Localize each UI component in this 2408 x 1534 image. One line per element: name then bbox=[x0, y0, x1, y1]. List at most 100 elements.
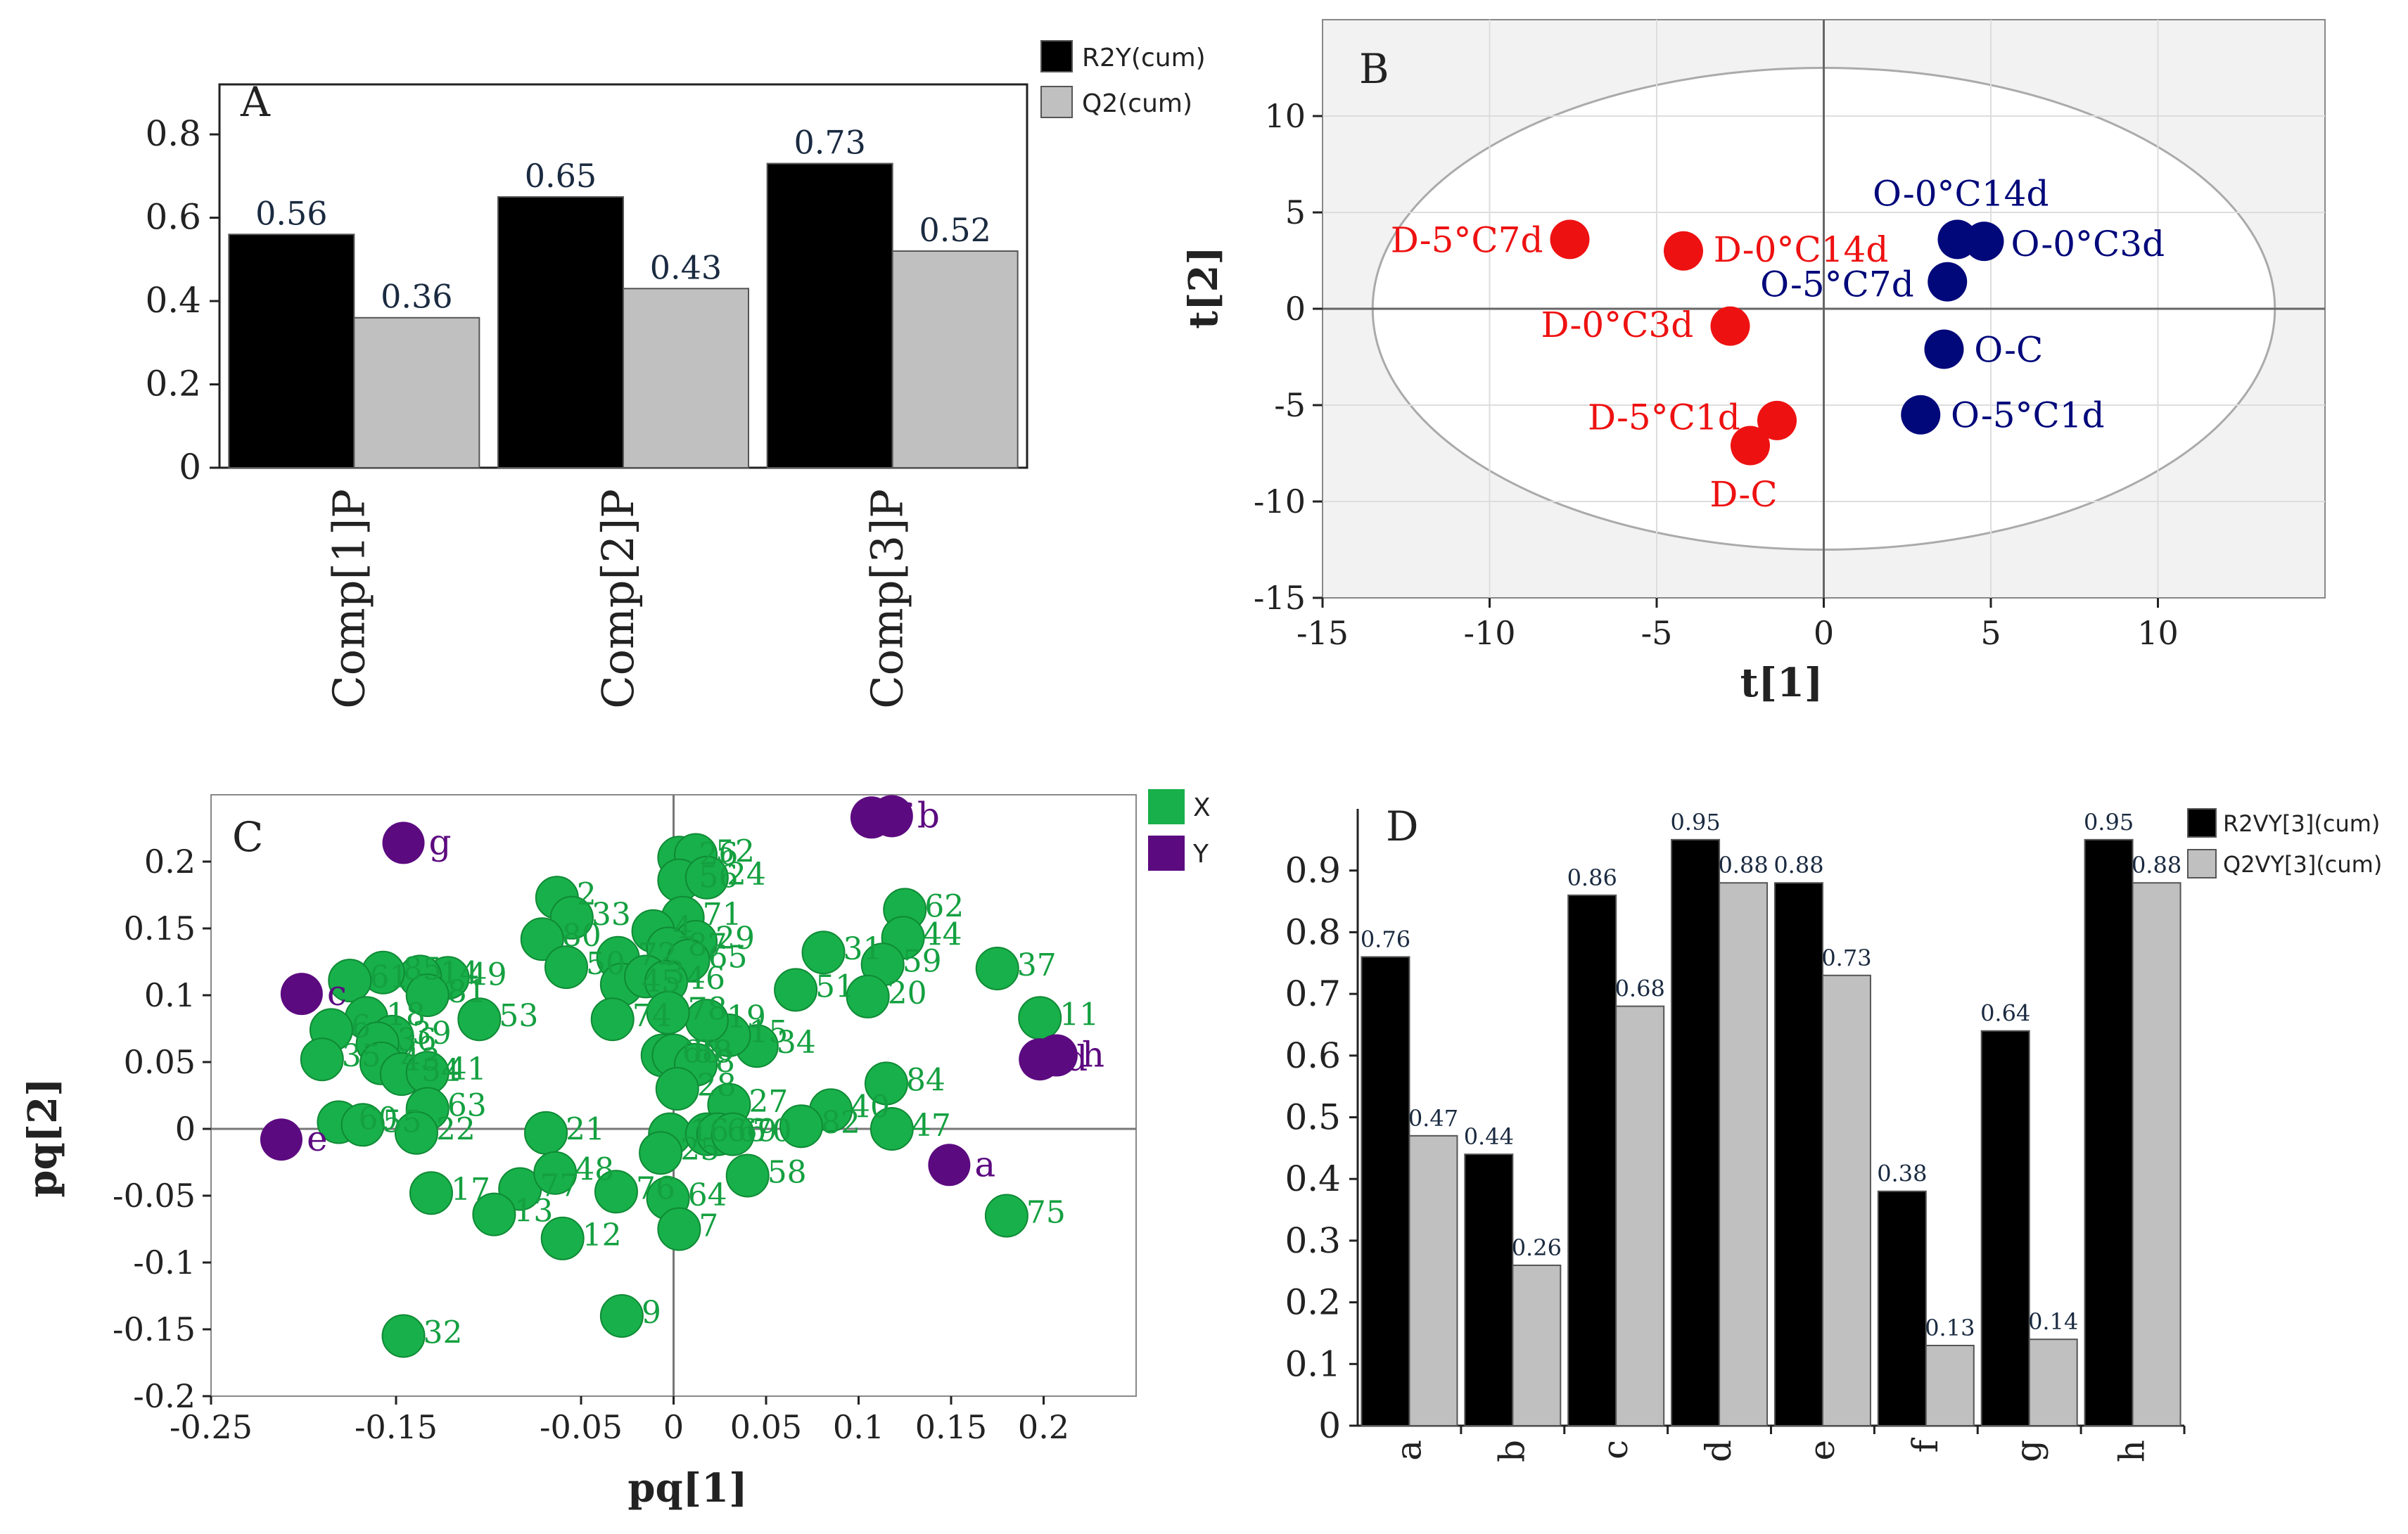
legend-swatch bbox=[2187, 808, 2217, 838]
bar-value-label: 0.26 bbox=[1512, 1234, 1562, 1261]
loading-point-label: 20 bbox=[888, 976, 927, 1011]
y-tick-label: -0.15 bbox=[113, 1310, 196, 1348]
loading-point-label: 62 bbox=[924, 888, 964, 924]
x-axis-label: pq[1] bbox=[628, 1465, 747, 1511]
x-tick-label: 0.05 bbox=[730, 1408, 802, 1446]
loading-point-x-58 bbox=[725, 1153, 770, 1198]
bar-q2-cum-3 bbox=[891, 250, 1019, 468]
bar-value-label: 0.13 bbox=[1925, 1315, 1975, 1341]
y-tick-label: 0.15 bbox=[124, 909, 196, 947]
x-tick-label: d bbox=[1698, 1440, 1739, 1462]
y-tick-label: 5 bbox=[1285, 193, 1306, 231]
legend-label: Y bbox=[1192, 840, 1209, 869]
loading-point-x-13 bbox=[472, 1192, 516, 1236]
score-point-label: D-0°C14d bbox=[1714, 229, 1889, 270]
loading-point-label: 61 bbox=[369, 959, 409, 995]
response-point-h bbox=[1035, 1034, 1078, 1077]
loading-point-label: 52 bbox=[715, 834, 755, 870]
loading-point-label: 28 bbox=[697, 1068, 737, 1104]
loading-point-label: 36 bbox=[397, 1022, 437, 1058]
panel-label: A bbox=[240, 78, 271, 126]
loading-point-label: 46 bbox=[686, 961, 725, 997]
loading-point-x-76 bbox=[594, 1170, 638, 1214]
x-tick-label: f bbox=[1905, 1438, 1946, 1453]
score-point-o-5-c7d bbox=[1928, 262, 1968, 302]
loading-point-label: 6 bbox=[351, 1009, 371, 1044]
bar-q2vy-3-cum-c bbox=[1615, 1005, 1665, 1426]
loading-point-label: 15 bbox=[748, 1014, 788, 1050]
loading-point-label: 3 bbox=[665, 955, 685, 991]
panel-label: C bbox=[232, 813, 263, 861]
loading-point-label: 56 bbox=[699, 859, 738, 895]
score-point-label: O-0°C14d bbox=[1873, 174, 2049, 215]
panel-a: 0 0.2 0.4 0.6 0.8 0.56 0.36 Comp[1]P 0.65 0.43 Com… bbox=[145, 40, 1206, 709]
score-point-o-5-c1d bbox=[1901, 395, 1941, 435]
y-tick-label: 0.3 bbox=[1285, 1220, 1341, 1261]
panel-label: B bbox=[1359, 45, 1389, 93]
legend-swatch bbox=[1040, 86, 1073, 118]
loading-point-label: 4 bbox=[673, 910, 693, 946]
loading-point-label: 17 bbox=[451, 1172, 490, 1208]
bar-r2vy-3-cum-c bbox=[1567, 894, 1617, 1426]
score-point-label: D-5°C1d bbox=[1588, 397, 1740, 437]
score-point-d-5-c1d bbox=[1757, 400, 1797, 440]
loading-point-label: 77 bbox=[540, 1168, 579, 1204]
loading-point-label: 37 bbox=[1017, 947, 1057, 983]
loading-point-label: 34 bbox=[777, 1025, 816, 1061]
bar-value-label: 0.73 bbox=[794, 124, 865, 162]
bar-r2vy-3-cum-g bbox=[1980, 1030, 2030, 1426]
loading-point-label: 58 bbox=[767, 1155, 807, 1191]
loading-point-label: 60 bbox=[358, 1101, 397, 1137]
loading-point-x-53 bbox=[457, 997, 502, 1042]
bar-q2vy-3-cum-e bbox=[1821, 974, 1871, 1427]
y-axis-label: t[2] bbox=[1180, 246, 1227, 329]
loading-point-label: 11 bbox=[1059, 997, 1099, 1033]
response-point-b bbox=[870, 795, 913, 838]
score-point-label: O-5°C7d bbox=[1760, 264, 1914, 305]
bar-value-label: 0.86 bbox=[1567, 864, 1617, 891]
loading-point-x-55 bbox=[340, 1103, 385, 1147]
x-tick-label: -0.25 bbox=[170, 1408, 253, 1446]
y-tick-label: 0.1 bbox=[144, 976, 196, 1014]
x-tick-label: -5 bbox=[1641, 614, 1673, 652]
bar-r2y-cum-2 bbox=[497, 196, 624, 468]
legend-swatch bbox=[1148, 789, 1185, 824]
score-point-d-0-c3d bbox=[1710, 306, 1750, 346]
loading-point-label: 68 bbox=[682, 1035, 722, 1070]
y-tick-label: 0.2 bbox=[1285, 1282, 1341, 1323]
loading-point-label: 25 bbox=[680, 1132, 720, 1168]
loading-point-label: 69 bbox=[738, 1113, 777, 1149]
loading-point-x-61 bbox=[328, 959, 372, 1003]
loading-point-x-9 bbox=[599, 1294, 644, 1338]
bar-value-label: 0.88 bbox=[1718, 852, 1768, 878]
loading-point-label: 64 bbox=[688, 1177, 727, 1213]
y-tick-label: -5 bbox=[1274, 386, 1306, 424]
loading-point-x-50 bbox=[544, 945, 588, 990]
y-tick-label: 0.8 bbox=[145, 113, 201, 154]
loading-point-x-17 bbox=[409, 1171, 453, 1215]
x-tick-label: -15 bbox=[1297, 614, 1349, 652]
loading-point-label: 78 bbox=[688, 992, 727, 1028]
bar-value-label: 0.14 bbox=[2028, 1308, 2078, 1335]
x-tick-label: 0.2 bbox=[1018, 1408, 1069, 1446]
bar-r2vy-3-cum-a bbox=[1361, 956, 1410, 1426]
x-tick-label: Comp[2]P bbox=[592, 489, 644, 709]
y-tick-label: -15 bbox=[1254, 579, 1306, 617]
loading-point-label: 80 bbox=[562, 918, 601, 954]
response-point-c bbox=[280, 973, 323, 1016]
loading-point-x-24 bbox=[684, 855, 729, 900]
bar-value-label: 0.65 bbox=[525, 157, 597, 195]
x-tick-label: 10 bbox=[2137, 614, 2179, 652]
loading-point-label: 45 bbox=[642, 964, 681, 999]
response-point-a bbox=[928, 1144, 971, 1187]
loading-point-label: 44 bbox=[923, 916, 962, 952]
legend-label: R2Y(cum) bbox=[1082, 44, 1206, 72]
y-tick-label: 0.5 bbox=[1285, 1097, 1341, 1138]
bar-value-label: 0.88 bbox=[1773, 852, 1823, 878]
y-tick-label: 0.4 bbox=[145, 280, 201, 321]
loading-point-x-48 bbox=[533, 1151, 578, 1195]
legend-label: R2VY[3](cum) bbox=[2223, 810, 2380, 837]
loading-point-label: 7 bbox=[699, 1208, 718, 1244]
loading-point-x-37 bbox=[975, 947, 1019, 990]
loading-point-label: 55 bbox=[383, 1104, 422, 1139]
